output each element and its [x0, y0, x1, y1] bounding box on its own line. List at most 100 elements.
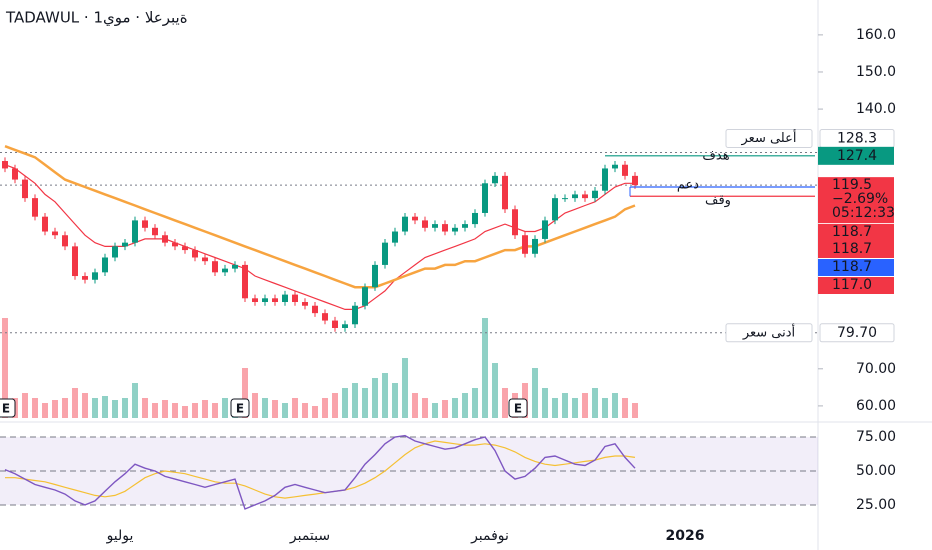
candle-body: [492, 175, 498, 184]
volume-bar: [282, 403, 288, 418]
candle-body: [262, 298, 268, 303]
candle-body: [362, 287, 368, 306]
volume-bar: [562, 393, 568, 418]
rsi-tick-label: 75.00: [856, 429, 896, 445]
volume-bar: [472, 388, 478, 418]
volume-bar: [452, 398, 458, 418]
volume-bar: [572, 398, 578, 418]
last-price-label: 119.5: [832, 177, 872, 193]
reference-text: أعلى سعر: [741, 129, 797, 146]
candle-body: [52, 231, 58, 236]
candle-body: [612, 164, 618, 169]
candle-body: [622, 164, 628, 176]
candle-body: [112, 246, 118, 258]
volume-bar: [302, 403, 308, 418]
rsi-ma: [5, 440, 636, 499]
candle-body: [552, 198, 558, 221]
candle-body: [282, 294, 288, 303]
x-tick-label: نوفمبر: [470, 528, 509, 544]
x-tick-label: 2026: [666, 528, 705, 544]
last-price-countdown: 05:12:33: [832, 205, 895, 221]
volume-bar: [422, 398, 428, 418]
candle-body: [432, 224, 438, 228]
candle-body: [582, 194, 588, 199]
candle-body: [442, 224, 448, 232]
volume-bar: [312, 406, 318, 418]
candle-body: [202, 257, 208, 262]
volume-bar: [502, 388, 508, 418]
last-price-change: −2.69%: [832, 191, 888, 207]
level-name: هدف: [702, 148, 729, 163]
volume-bar: [602, 398, 608, 418]
stack-tag: [818, 241, 894, 258]
candle-body: [452, 227, 458, 232]
level-tag: [818, 146, 894, 165]
volume-bar: [182, 406, 188, 418]
candle-body: [392, 231, 398, 243]
candle-body: [632, 175, 638, 186]
candle-body: [402, 216, 408, 232]
volume-bar: [372, 378, 378, 418]
volume-bar: [82, 393, 88, 418]
rsi-tick-label: 25.00: [856, 497, 896, 513]
volume-bar: [332, 393, 338, 418]
event-label: E: [514, 402, 522, 416]
reference-tag-label: 128.3: [837, 130, 877, 146]
candle-body: [272, 298, 278, 303]
candle-body: [542, 220, 548, 239]
stack-tag-label: 118.7: [832, 241, 872, 257]
stack-tag-label: 118.7: [832, 259, 872, 275]
stack-tag-label: 118.7: [832, 224, 872, 240]
candle-body: [472, 212, 478, 225]
candle-body: [532, 238, 538, 254]
volume-bar: [242, 368, 248, 418]
volume-bar: [552, 398, 558, 418]
volume-bar: [442, 400, 448, 418]
candle-body: [412, 216, 418, 221]
candle-body: [192, 250, 198, 258]
volume-bar: [582, 393, 588, 418]
volume-bar: [342, 388, 348, 418]
candle-body: [82, 276, 88, 280]
candle-body: [482, 183, 488, 213]
level-name: دعم: [677, 177, 699, 192]
candle-body: [312, 305, 318, 314]
candle-body: [92, 272, 98, 280]
candle-body: [172, 242, 178, 247]
volume-bar: [542, 388, 548, 418]
volume-bar: [292, 398, 298, 418]
volume-bar: [42, 403, 48, 418]
candle-body: [222, 268, 228, 273]
volume-bar: [272, 400, 278, 418]
moving-average: [4, 145, 636, 289]
candle-body: [562, 198, 568, 200]
volume-bar: [72, 388, 78, 418]
volume-bar: [252, 393, 258, 418]
volume-bar: [212, 403, 218, 418]
candle-body: [372, 264, 378, 288]
volume-bar: [92, 398, 98, 418]
y-tick-label: 160.0: [856, 27, 896, 43]
volume-bar: [362, 388, 368, 418]
rsi-pane: [0, 425, 818, 515]
candle-body: [502, 175, 508, 210]
volume-bar: [132, 383, 138, 418]
volume-bar: [622, 398, 628, 418]
stack-tag: [818, 224, 894, 241]
volume-bar: [352, 383, 358, 418]
stack-tag: [818, 277, 894, 294]
rsi-line: [4, 434, 636, 510]
reference-tag: [819, 323, 895, 343]
candle-body: [182, 246, 188, 251]
volume-bar: [532, 368, 538, 418]
candle-body: [232, 264, 238, 269]
candle-body: [152, 227, 158, 236]
volume-bar: [382, 373, 388, 418]
rsi-tick-label: 50.00: [856, 463, 896, 479]
candle-body: [12, 168, 18, 180]
last-price-tag: [818, 177, 894, 224]
event-marker: [230, 398, 250, 418]
candle-body: [62, 235, 68, 247]
moving-average: [4, 164, 635, 310]
